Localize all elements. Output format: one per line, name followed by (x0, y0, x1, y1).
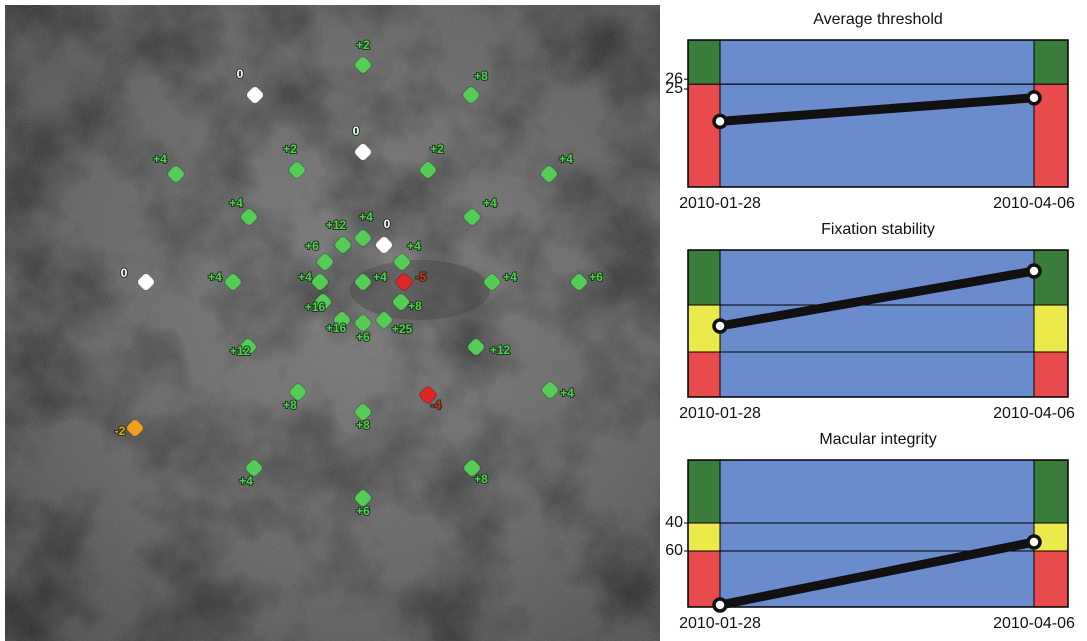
chart-title: Macular integrity (819, 431, 936, 448)
test-point-label: +8 (283, 398, 297, 412)
test-point-label: +12 (326, 218, 347, 232)
test-point-label: 0 (121, 266, 128, 280)
test-point-label: +8 (474, 69, 488, 83)
x-tick-label: 2010-01-28 (679, 405, 761, 422)
chart-title: Average threshold (813, 11, 943, 28)
chart-title: Fixation stability (821, 221, 935, 238)
test-point-label: +8 (356, 418, 370, 432)
zone-left (688, 523, 720, 551)
test-point-label: +6 (356, 330, 370, 344)
zone-right (1034, 40, 1068, 84)
screen: +2 0 +8 0 +2 +2 +4 +4 +4 +4 +4 +12 0 +6 +4 0 +4 +4 +4 -5 +4 +… (0, 0, 1087, 641)
zone-right (1034, 250, 1068, 305)
test-point-label: +4 (503, 270, 517, 284)
test-point-label: 0 (353, 124, 360, 138)
test-point-label: +8 (474, 472, 488, 486)
test-point-label: +2 (356, 38, 370, 52)
zone-left (688, 84, 720, 187)
test-point-label: +4 (373, 270, 387, 284)
test-point-label: +4 (407, 239, 421, 253)
data-point (1028, 265, 1040, 277)
zone-left (688, 352, 720, 397)
x-tick-label: 2010-01-28 (679, 615, 761, 632)
data-point (714, 599, 726, 611)
test-point-label: +4 (359, 210, 373, 224)
test-point-label: +16 (305, 300, 326, 314)
test-point-label: +12 (230, 344, 251, 358)
zone-right (1034, 551, 1068, 607)
test-point-label: 0 (384, 217, 391, 231)
test-point-label: +4 (153, 152, 167, 166)
test-point-label: +4 (298, 270, 312, 284)
test-point-label: +4 (559, 152, 573, 166)
test-point-label: +2 (430, 142, 444, 156)
test-point-label: +4 (208, 270, 222, 284)
test-point-label: +4 (483, 196, 497, 210)
data-point (1028, 536, 1040, 548)
x-tick-label: 2010-01-28 (679, 195, 761, 212)
test-point-label: -4 (431, 398, 442, 412)
zone-right (1034, 305, 1068, 352)
test-point-label: +25 (392, 322, 413, 336)
test-point-label: -5 (416, 270, 427, 284)
test-point-label: +6 (356, 504, 370, 518)
data-point (714, 115, 726, 127)
zone-right (1034, 460, 1068, 523)
x-tick-label: 2010-04-06 (993, 405, 1075, 422)
test-point-label: +12 (490, 343, 511, 357)
test-point-label: +2 (283, 142, 297, 156)
zone-left (688, 551, 720, 607)
zone-left (688, 460, 720, 523)
test-point-label: +4 (239, 474, 253, 488)
zone-right (1034, 352, 1068, 397)
test-point-label: -2 (115, 424, 126, 438)
x-tick-label: 2010-04-06 (993, 195, 1075, 212)
zone-left (688, 250, 720, 305)
y-tick-label: 60 (665, 542, 683, 559)
test-point-label: +4 (229, 196, 243, 210)
zone-left (688, 40, 720, 84)
chart-background (688, 460, 1068, 607)
data-point (714, 320, 726, 332)
test-point-label: +8 (408, 299, 422, 313)
test-point-label: 0 (237, 67, 244, 81)
test-point-label: +16 (326, 321, 347, 335)
test-point-label: +4 (560, 386, 574, 400)
x-tick-label: 2010-04-06 (993, 615, 1075, 632)
test-point-label: +6 (305, 239, 319, 253)
y-tick-label: 40 (665, 514, 683, 531)
test-point-label: +6 (589, 270, 603, 284)
data-point (1028, 92, 1040, 104)
y-tick-label: 26 (665, 70, 683, 87)
